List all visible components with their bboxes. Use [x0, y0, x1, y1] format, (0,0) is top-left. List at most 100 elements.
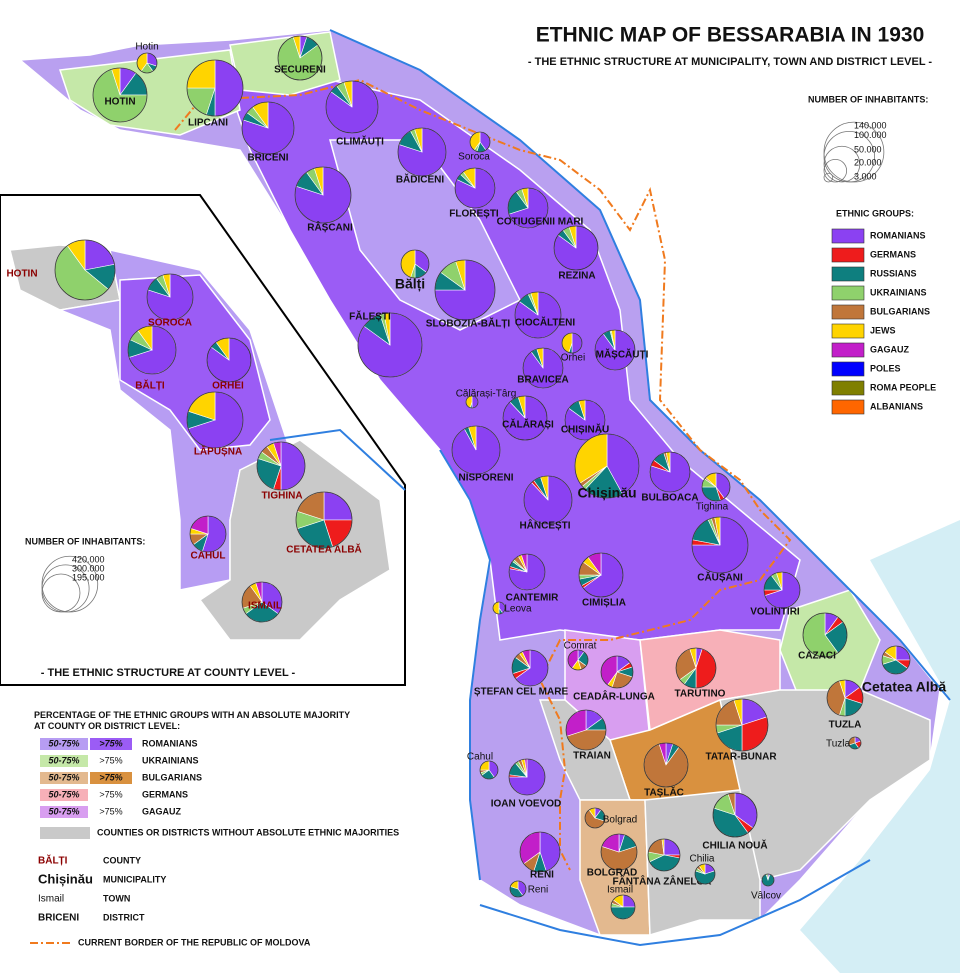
subtitle: - THE ETHNIC STRUCTURE AT MUNICIPALITY, …	[528, 56, 932, 68]
size-legend-circle	[41, 573, 81, 613]
size-legend-label: 3.000	[854, 172, 877, 182]
pie-outline	[295, 491, 353, 549]
pie-outline	[511, 649, 549, 687]
place-label: CIOCĂLTENI	[515, 316, 576, 329]
pie-outline	[479, 760, 499, 780]
majority-high: >75%	[99, 789, 122, 799]
place-label: RÂȘCANI	[307, 221, 353, 234]
place-label: CAZACI	[798, 651, 836, 662]
pie-outline	[54, 239, 116, 301]
type-meaning: DISTRICT	[103, 912, 145, 922]
majority-low: 50-75%	[48, 738, 79, 748]
size-legend-circle	[823, 131, 875, 183]
sea	[800, 520, 960, 973]
majority-low: 50-75%	[48, 755, 79, 765]
county-label: ISMAIL	[248, 601, 282, 612]
pie-outline	[594, 329, 636, 371]
pie-outline	[294, 166, 352, 224]
size-legend-title: NUMBER OF INHABITANTS:	[808, 94, 928, 104]
majority-none: COUNTIES OR DISTRICTS WITHOUT ABSOLUTE E…	[97, 827, 399, 837]
size-legend-circle	[823, 121, 885, 183]
pie-outline	[763, 571, 801, 609]
type-sample: BRICENI	[38, 913, 79, 924]
group-label: POLES	[870, 363, 901, 373]
pie-outline	[277, 35, 323, 81]
place-label: FÂNTÂNA ZÂNELOR	[612, 875, 712, 888]
majority-swatch	[40, 772, 88, 784]
place-label: Bălți	[395, 276, 425, 292]
place-label: TATAR-BUNAR	[705, 752, 777, 763]
place-label: CĂLĂRAȘI	[502, 418, 554, 431]
group-label: ROMA PEOPLE	[870, 382, 936, 392]
majority-low: 50-75%	[48, 789, 79, 799]
place-label: Orhei	[561, 353, 585, 364]
place-label: RENI	[530, 870, 554, 881]
group-label: UKRAINIANS	[870, 287, 927, 297]
majority-group: ROMANIANS	[142, 738, 198, 748]
majority-swatch	[90, 738, 132, 750]
county-label: TIGHINA	[261, 491, 302, 502]
pie-outline	[567, 649, 589, 671]
place-label: TARUTINO	[675, 689, 726, 700]
pie-outline	[454, 167, 496, 209]
majority-group: GAGAUZ	[142, 806, 181, 816]
pie-outline	[802, 612, 848, 658]
type-meaning: TOWN	[103, 893, 130, 903]
group-label: ROMANIANS	[870, 230, 926, 240]
pie-outline	[189, 515, 227, 553]
place-label: COTIUGENII MARI	[497, 217, 584, 228]
group-swatch	[831, 380, 865, 396]
pie-outline	[136, 52, 158, 74]
pie-outline	[553, 225, 599, 271]
county-label: LĂPUȘNA	[194, 445, 242, 458]
place-label: CEADÂR-LUNGA	[573, 690, 655, 703]
type-sample: Chișinău	[38, 871, 93, 886]
place-label: FĂLEȘTI	[349, 310, 391, 323]
place-label: Comrat	[564, 641, 597, 652]
place-label: HOTIN	[104, 97, 135, 108]
majority-low: 50-75%	[48, 806, 79, 816]
pie-outline	[523, 475, 573, 525]
place-label: BRAVICEA	[517, 375, 568, 386]
place-label: IOAN VOEVOD	[491, 799, 562, 810]
majority-swatch	[40, 789, 88, 801]
pie-outline	[127, 325, 177, 375]
pie-outline	[584, 807, 606, 829]
size-legend-circle	[41, 564, 90, 613]
pie-outline	[701, 472, 731, 502]
pie-outline	[400, 249, 430, 279]
place-label: TAȘLĂC	[644, 786, 684, 799]
type-sample: BĂLȚI	[38, 854, 68, 867]
pie-outline	[397, 127, 447, 177]
majority-swatch	[40, 827, 90, 839]
size-legend-circle	[823, 145, 861, 183]
pie-outline	[826, 679, 864, 717]
pie-outline	[761, 873, 775, 887]
place-label: Leova	[504, 604, 532, 615]
majority-swatch	[40, 738, 88, 750]
pie-outline	[694, 863, 716, 885]
county-label: CAHUL	[191, 551, 226, 562]
danube-river	[479, 859, 871, 947]
size-legend-label: 20.000	[854, 158, 882, 168]
dniester-river	[329, 29, 951, 701]
group-swatch	[831, 399, 865, 415]
pie-outline	[848, 736, 862, 750]
pie-outline	[561, 332, 583, 354]
county-label: BĂLȚI	[135, 379, 165, 392]
size-legend-label: 195.000	[72, 572, 105, 582]
moldova-border	[174, 78, 792, 871]
pie-outline	[256, 441, 306, 491]
pie-outline	[451, 425, 501, 475]
inset-river	[269, 428, 406, 491]
pie-outline	[514, 291, 562, 339]
size-legend-label: 300.000	[72, 563, 105, 573]
majority-low: 50-75%	[48, 772, 79, 782]
place-label: HÂNCEȘTI	[519, 519, 570, 532]
pie-outline	[502, 395, 548, 441]
pie-outline	[465, 395, 479, 409]
pie-outline	[508, 553, 546, 591]
pie-outline	[508, 758, 546, 796]
place-label: SECURENI	[274, 65, 326, 76]
pie-outline	[241, 101, 295, 155]
